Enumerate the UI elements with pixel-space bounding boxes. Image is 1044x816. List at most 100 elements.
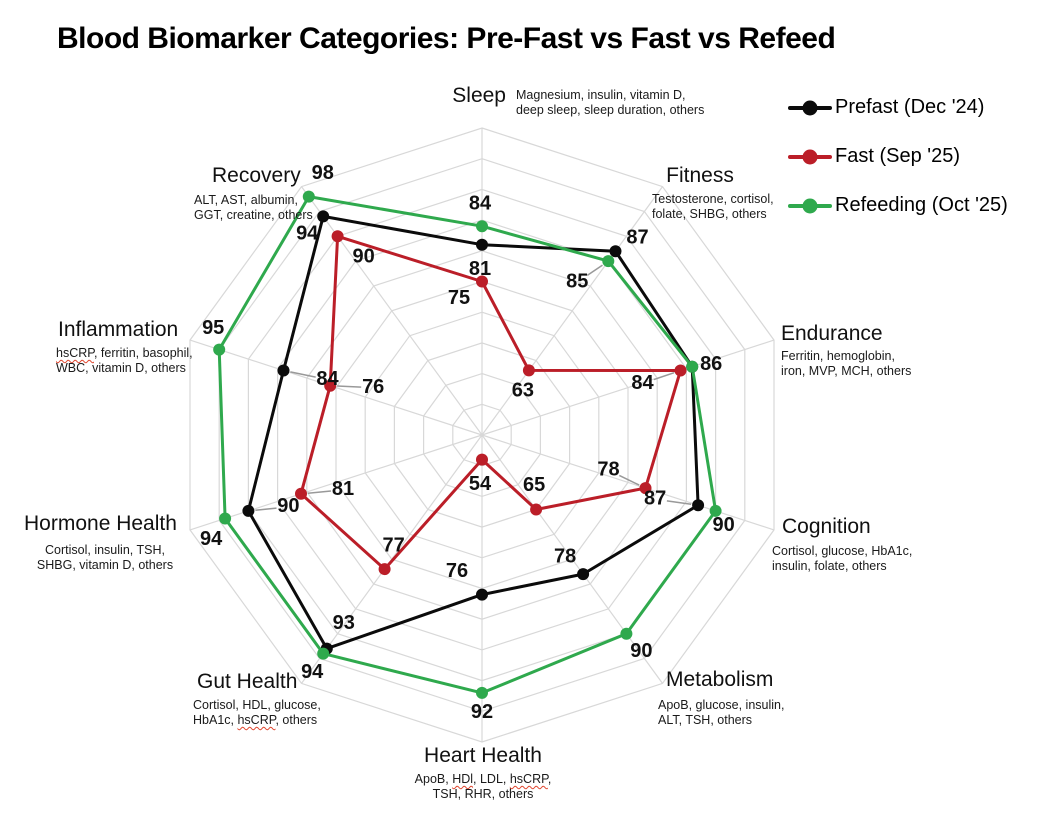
label-leader-line [307, 490, 332, 494]
value-label: 92 [471, 701, 493, 723]
data-point [609, 245, 622, 258]
data-point [530, 503, 543, 516]
value-label: 87 [626, 226, 648, 248]
axis-spoke [481, 339, 775, 436]
data-point [317, 647, 330, 660]
value-label: 81 [332, 478, 354, 500]
data-point [686, 360, 699, 373]
value-label: 81 [469, 258, 491, 280]
value-label: 78 [554, 545, 576, 567]
value-label: 77 [382, 534, 404, 556]
category-sublabel-recovery: ALT, AST, albumin, GGT, creatine, others [194, 193, 313, 222]
category-sublabel-metabolism: ApoB, glucose, insulin, ALT, TSH, others [658, 698, 785, 727]
value-label: 94 [301, 661, 324, 683]
value-label: 90 [277, 495, 299, 517]
data-point [602, 255, 615, 268]
category-sublabel-fitness: Testosterone, cortisol, folate, SHBG, oth… [652, 192, 774, 221]
data-point [476, 238, 488, 251]
misspelled-word: hsCRP [509, 772, 548, 786]
axis-spoke [481, 434, 775, 531]
category-sublabel-gut-health: Cortisol, HDL, glucose, HbA1c, hsCRP, oth… [193, 698, 321, 727]
axis-spoke [481, 434, 663, 684]
data-point [213, 343, 226, 356]
data-point [277, 364, 290, 377]
value-label: 84 [469, 192, 492, 214]
value-label: 63 [512, 380, 534, 402]
value-label: 94 [200, 528, 223, 550]
label-leader-line [586, 264, 603, 277]
category-sublabel-inflammation: hsCRP, ferritin, basophil, WBC, vitamin D… [56, 346, 193, 375]
label-leader-line [337, 385, 362, 388]
legend-item-prefast: Prefast (Dec '24) [788, 96, 984, 119]
category-title-sleep: Sleep [452, 84, 506, 107]
fast-line-marker-icon [788, 149, 832, 164]
value-label: 75 [448, 287, 470, 309]
prefast-line-marker-icon [788, 100, 832, 115]
chart-title: Blood Biomarker Categories: Pre-Fast vs … [57, 22, 836, 55]
label-leader-line [290, 371, 316, 378]
category-title-cognition: Cognition [782, 515, 871, 538]
legend-label: Prefast (Dec '24) [835, 96, 985, 118]
value-label: 87 [644, 487, 666, 509]
data-point [219, 512, 232, 525]
data-point [324, 379, 337, 392]
value-label: 76 [362, 376, 384, 398]
label-leader-line [618, 474, 640, 486]
data-point [522, 364, 535, 377]
value-label: 84 [316, 368, 339, 390]
value-label: 85 [566, 270, 588, 292]
value-label: 93 [333, 612, 355, 634]
data-point [620, 627, 633, 640]
category-title-inflammation: Inflammation [58, 318, 179, 341]
axis-spoke [189, 434, 483, 531]
data-point [476, 588, 488, 601]
value-label: 94 [296, 223, 319, 245]
legend-label: Refeeding (Oct '25) [835, 194, 1008, 216]
data-point [692, 499, 705, 512]
category-sublabel-sleep: Magnesium, insulin, vitamin D, deep sleep… [516, 88, 705, 117]
data-point [242, 504, 255, 517]
data-point [476, 453, 488, 466]
data-point [709, 504, 722, 517]
value-label: 76 [446, 560, 468, 582]
legend-label: Fast (Sep '25) [835, 145, 960, 167]
category-title-endurance: Endurance [781, 322, 883, 345]
series-polygon [217, 195, 718, 695]
data-point [476, 220, 488, 233]
data-point [476, 275, 488, 288]
legend-item-refeeding: Refeeding (Oct '25) [788, 194, 1008, 217]
category-title-gut-health: Gut Health [197, 670, 298, 693]
value-label: 90 [352, 246, 374, 268]
data-point [378, 563, 391, 576]
data-point [639, 482, 652, 495]
category-sublabel-endurance: Ferritin, hemoglobin, iron, MVP, MCH, oth… [781, 349, 912, 378]
value-label: 86 [700, 353, 722, 375]
data-point [331, 230, 344, 243]
value-label: 98 [312, 162, 334, 184]
label-leader-line [255, 507, 277, 511]
series-polygon [299, 234, 682, 571]
value-label: 90 [630, 640, 652, 662]
refeeding-line-marker-icon [788, 198, 832, 213]
value-label: 84 [631, 372, 654, 394]
category-sublabel-heart-health: ApoB, HDl, LDL, hsCRP, TSH, RHR, others [414, 772, 552, 801]
value-label: 65 [523, 474, 545, 496]
value-label: 54 [469, 473, 492, 495]
data-point [317, 210, 330, 223]
misspelled-word: hsCRP [56, 346, 94, 360]
label-leader-line [666, 500, 692, 505]
axis-spoke [481, 186, 663, 436]
category-title-heart-health: Heart Health [424, 744, 542, 767]
axis-spoke [189, 339, 483, 436]
axis-spoke [301, 186, 483, 436]
data-point [295, 487, 307, 500]
category-title-recovery: Recovery [212, 164, 301, 187]
data-point [674, 364, 687, 377]
misspelled-word: hsCRP [237, 713, 276, 727]
label-leader-line [653, 372, 675, 381]
category-title-hormone-health: Hormone Health [24, 512, 177, 535]
category-sublabel-cognition: Cortisol, glucose, HbA1c, insulin, folate… [772, 544, 913, 573]
data-point [302, 190, 315, 203]
